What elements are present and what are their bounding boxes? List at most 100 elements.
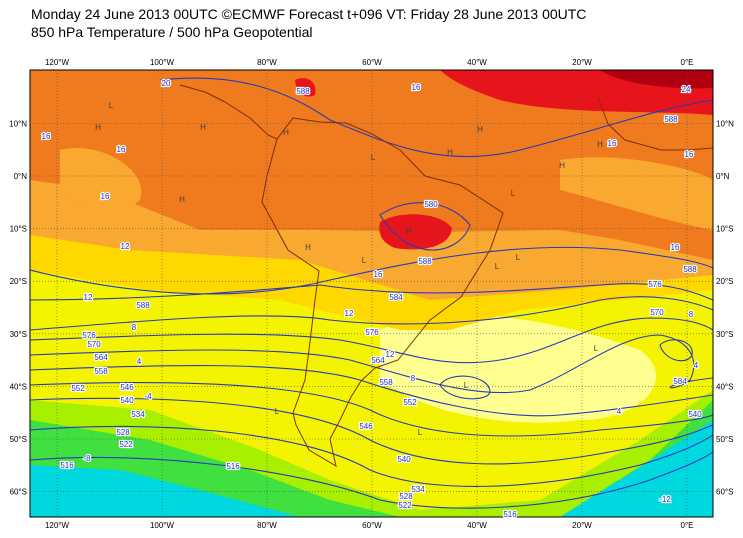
contour-label: 16 xyxy=(685,150,694,159)
contour-label: 516 xyxy=(503,510,517,519)
lat-label-left: 60°S xyxy=(10,488,27,497)
lon-label-top: 120°W xyxy=(45,58,70,67)
pressure-center: L xyxy=(109,101,114,110)
contour-label: 584 xyxy=(673,377,687,386)
lon-label-top: 80°W xyxy=(257,58,277,67)
lat-label-right: 30°S xyxy=(716,330,733,339)
graticule: 120°W 120°W 100°W 100°W 80°W 80°W 60°W 60°W 40°W… xyxy=(9,58,734,530)
lat-label-left: 50°S xyxy=(10,435,27,444)
pressure-center: H xyxy=(477,125,483,134)
pressure-center: L xyxy=(464,381,469,390)
contour-label: 580 xyxy=(424,200,438,209)
pressure-center: H xyxy=(179,195,185,204)
contour-label: 558 xyxy=(94,367,108,376)
pressure-center: H xyxy=(559,161,565,170)
pressure-center: H xyxy=(95,123,101,132)
map-labels: 20 24 16 16 16 16 16 16 16 16 12 12 12 12 8 8 8 4 4 4 -4 -8 -1… xyxy=(40,78,703,520)
contour-label: 588 xyxy=(683,265,697,274)
contour-label: 552 xyxy=(403,398,417,407)
lon-label-bottom: 20°W xyxy=(572,521,592,530)
subtitle: 850 hPa Temperature / 500 hPa Geopotenti… xyxy=(31,24,313,40)
lat-label-left: 10°S xyxy=(10,225,27,234)
contour-label: 576 xyxy=(648,280,662,289)
contour-label: 12 xyxy=(345,309,354,318)
contour-label: 564 xyxy=(371,356,385,365)
contour-lines xyxy=(30,77,713,509)
contour-label: 12 xyxy=(386,350,395,359)
lat-label-right: 50°S xyxy=(716,435,733,444)
pressure-center: H xyxy=(447,148,453,157)
contour-label: 20 xyxy=(162,79,171,88)
contour-label: 528 xyxy=(399,492,413,501)
pressure-center: H xyxy=(283,128,289,137)
lat-label-left: 40°S xyxy=(10,382,27,391)
pressure-center: L xyxy=(371,153,376,162)
contour-label: 522 xyxy=(119,440,133,449)
contour-label: 588 xyxy=(418,257,432,266)
contour-label: 516 xyxy=(226,462,240,471)
pressure-center: L xyxy=(275,407,280,416)
lon-label-top: 40°W xyxy=(467,58,487,67)
contour-label: -4 xyxy=(144,392,152,401)
contour-label: 588 xyxy=(664,115,678,124)
contour-label: 24 xyxy=(682,85,691,94)
map-frame xyxy=(29,69,714,518)
pressure-center: L xyxy=(594,344,599,353)
lat-label-left: 10°N xyxy=(9,119,27,128)
lat-label-right: 60°S xyxy=(716,488,733,497)
contour-label: 8 xyxy=(689,310,694,319)
contour-label: 16 xyxy=(374,270,383,279)
contour-label: 588 xyxy=(136,301,150,310)
contour-label: 528 xyxy=(116,428,130,437)
lat-label-right: 20°S xyxy=(716,277,733,286)
pressure-center: L xyxy=(418,428,423,437)
contour-label: 16 xyxy=(101,192,110,201)
contour-label: 576 xyxy=(82,331,96,340)
title: Monday 24 June 2013 00UTC ©ECMWF Forecas… xyxy=(31,6,587,22)
lat-label-right: 10°N xyxy=(716,119,734,128)
contour-label: 540 xyxy=(688,410,702,419)
contour-label: 570 xyxy=(650,308,664,317)
contour-label: 516 xyxy=(60,461,74,470)
contour-label: 4 xyxy=(137,357,142,366)
pressure-center: H xyxy=(200,123,206,132)
contour-label: 570 xyxy=(87,340,101,349)
lon-label-top: 20°W xyxy=(572,58,592,67)
contour-label: 16 xyxy=(42,132,51,141)
contour-label: 540 xyxy=(397,455,411,464)
temperature-field xyxy=(30,70,713,517)
lon-label-bottom: 100°W xyxy=(150,521,175,530)
contour-label: 12 xyxy=(84,293,93,302)
contour-label: 564 xyxy=(94,353,108,362)
contour-label: 584 xyxy=(389,293,403,302)
contour-label: -8 xyxy=(83,454,91,463)
coastlines xyxy=(179,84,713,468)
pressure-center: L xyxy=(362,256,367,265)
pressure-center: L xyxy=(495,262,500,271)
pressure-center: H xyxy=(305,243,311,252)
lon-label-top: 0°E xyxy=(681,58,694,67)
pressure-center: L xyxy=(516,253,521,262)
lon-label-bottom: 0°E xyxy=(681,521,694,530)
contour-label: 8 xyxy=(411,374,416,383)
contour-label: 534 xyxy=(411,485,425,494)
lon-label-bottom: 60°W xyxy=(362,521,382,530)
contour-label: 546 xyxy=(359,422,373,431)
pressure-center: H xyxy=(406,227,412,236)
contour-label: 16 xyxy=(671,243,680,252)
contour-label: 522 xyxy=(398,501,412,510)
lon-label-bottom: 40°W xyxy=(467,521,487,530)
pressure-center: H xyxy=(597,140,603,149)
lon-label-bottom: 120°W xyxy=(45,521,70,530)
lon-label-top: 100°W xyxy=(150,58,175,67)
contour-label: 540 xyxy=(120,396,134,405)
lat-label-right: 40°S xyxy=(716,382,733,391)
lat-label-left: 30°S xyxy=(10,330,27,339)
lat-label-right: 0°N xyxy=(716,172,730,181)
contour-label: 534 xyxy=(131,410,145,419)
lon-label-top: 60°W xyxy=(362,58,382,67)
contour-label: 16 xyxy=(608,139,617,148)
contour-label: 588 xyxy=(296,87,310,96)
